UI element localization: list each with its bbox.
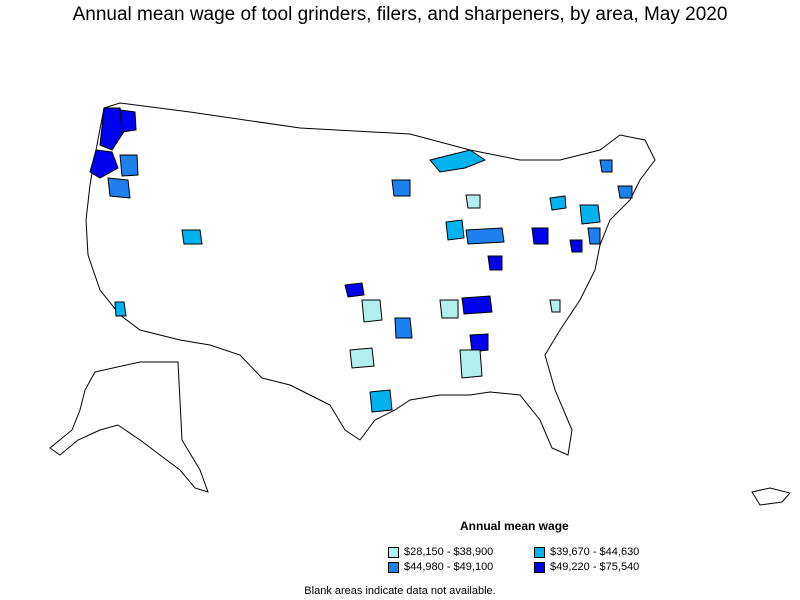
area-michigan-upper <box>429 149 487 173</box>
legend-item-tier4: $49,220 - $75,540 <box>534 561 639 573</box>
area-houston <box>369 389 393 413</box>
area-california-south <box>114 301 127 317</box>
area-texas-central <box>349 347 375 369</box>
area-oregon-east <box>119 154 139 177</box>
legend-item-tier2: $39,670 - $44,630 <box>534 546 639 558</box>
area-minnesota <box>391 179 411 197</box>
legend-title: Annual mean wage <box>460 519 569 533</box>
area-wisconsin <box>465 194 481 209</box>
area-kansas <box>344 282 365 298</box>
area-oklahoma-east <box>361 299 383 323</box>
area-kentucky <box>487 255 503 271</box>
legend-swatch-tier4 <box>534 561 545 573</box>
legend-item-tier3: $44,980 - $49,100 <box>388 561 493 573</box>
contiguous-us-outline <box>85 102 656 456</box>
area-washington-west <box>99 107 126 151</box>
area-maryland <box>569 239 583 253</box>
legend-item-tier1: $28,150 - $38,900 <box>388 546 493 558</box>
area-pennsylvania <box>579 204 601 225</box>
area-missouri <box>439 299 459 319</box>
area-utah <box>181 229 203 245</box>
area-carolina <box>549 299 561 313</box>
legend-label-tier4: $49,220 - $75,540 <box>550 561 640 573</box>
area-new-york <box>549 195 567 211</box>
area-tennessee <box>461 295 493 315</box>
area-new-jersey <box>587 227 601 245</box>
alaska-outline <box>49 361 209 493</box>
map-title: Annual mean wage of tool grinders, filer… <box>72 4 728 25</box>
area-arkansas <box>394 317 413 339</box>
area-ohio <box>531 227 549 245</box>
hawaii-island <box>751 487 791 506</box>
area-new-hampshire <box>599 159 613 173</box>
area-portland <box>89 149 119 179</box>
area-chicago <box>445 219 465 241</box>
legend-swatch-tier1 <box>388 546 399 558</box>
legend-swatch-tier2 <box>534 546 545 558</box>
area-seattle <box>119 109 137 133</box>
legend-label-tier2: $39,670 - $44,630 <box>550 546 640 558</box>
area-indiana <box>465 227 505 245</box>
legend-swatch-tier3 <box>388 561 399 573</box>
area-alabama <box>469 333 489 353</box>
legend-label-tier3: $44,980 - $49,100 <box>404 561 494 573</box>
area-oregon-central <box>107 177 131 199</box>
legend-label-tier1: $28,150 - $38,900 <box>404 546 494 558</box>
footnote: Blank areas indicate data not available. <box>304 585 496 597</box>
area-connecticut <box>617 185 633 199</box>
area-mississippi <box>459 349 483 379</box>
